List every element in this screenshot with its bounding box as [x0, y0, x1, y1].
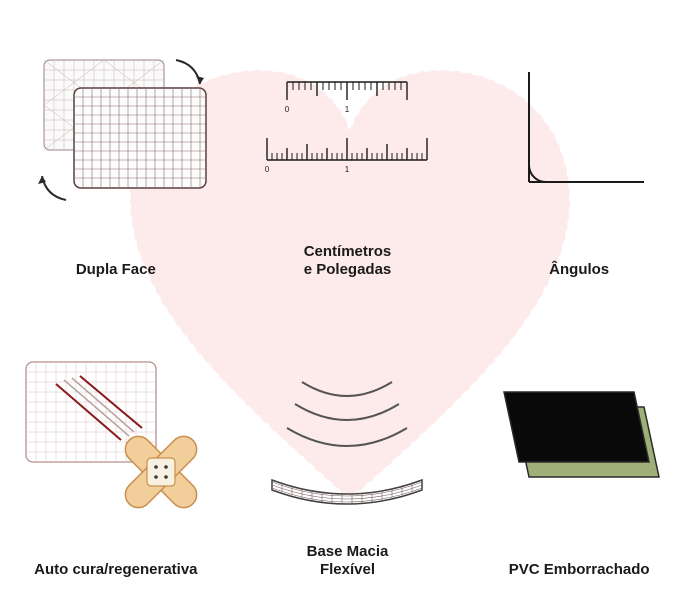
auto-cura-icon	[10, 310, 222, 553]
ruler-icon: 0 1	[242, 10, 454, 235]
svg-text:1: 1	[345, 105, 350, 114]
feature-label: Base MaciaFlexível	[307, 543, 389, 581]
feature-ruler: 0 1	[232, 0, 464, 300]
feature-pvc: PVC Emborrachado	[463, 300, 695, 600]
svg-text:0: 0	[265, 165, 270, 174]
dupla-face-icon	[10, 10, 222, 253]
feature-auto-cura: Auto cura/regenerativa	[0, 300, 232, 600]
feature-label: Dupla Face	[76, 261, 156, 280]
feature-angle: Ângulos	[463, 0, 695, 300]
features-grid: Dupla Face	[0, 0, 695, 600]
feature-label: Ângulos	[549, 261, 609, 280]
pvc-icon	[473, 310, 685, 553]
feature-flexivel: Base MaciaFlexível	[232, 300, 464, 600]
flexivel-icon	[242, 310, 454, 535]
feature-label: Centímetrose Polegadas	[304, 243, 392, 281]
feature-label: PVC Emborrachado	[509, 561, 650, 580]
angle-icon	[473, 10, 685, 253]
feature-dupla-face: Dupla Face	[0, 0, 232, 300]
svg-text:0: 0	[285, 105, 290, 114]
svg-text:1: 1	[345, 165, 350, 174]
feature-label: Auto cura/regenerativa	[34, 561, 197, 580]
